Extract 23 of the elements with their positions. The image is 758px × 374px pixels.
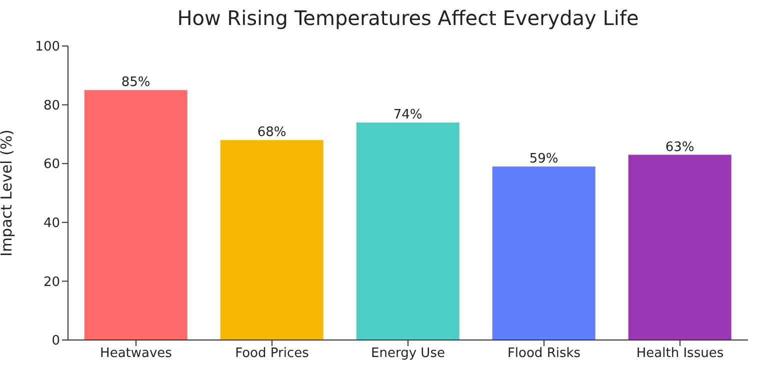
y-axis-title: Impact Level (%) xyxy=(0,130,16,256)
x-tick-label: Food Prices xyxy=(235,346,310,362)
x-tick-label: Energy Use xyxy=(371,346,445,362)
data-label: 68% xyxy=(257,125,286,140)
y-tick-label: 0 xyxy=(52,334,60,349)
data-label: 74% xyxy=(393,107,422,122)
bar xyxy=(628,154,732,340)
y-tick-label: 60 xyxy=(43,157,60,172)
bar xyxy=(356,122,460,340)
chart-title: How Rising Temperatures Affect Everyday Life xyxy=(176,6,640,30)
y-tick-label: 100 xyxy=(35,40,60,55)
bar xyxy=(84,90,188,340)
y-tick-label: 80 xyxy=(43,98,60,114)
y-tick-label: 20 xyxy=(43,274,60,290)
bar xyxy=(492,166,596,340)
data-label: 85% xyxy=(121,75,150,90)
x-tick-label: Flood Risks xyxy=(507,346,581,362)
data-label: 63% xyxy=(665,140,694,155)
x-tick-label: Health Issues xyxy=(636,346,724,362)
bar xyxy=(220,140,324,340)
data-label: 59% xyxy=(529,152,558,167)
x-tick-label: Heatwaves xyxy=(100,346,172,362)
y-tick-label: 40 xyxy=(43,216,60,232)
